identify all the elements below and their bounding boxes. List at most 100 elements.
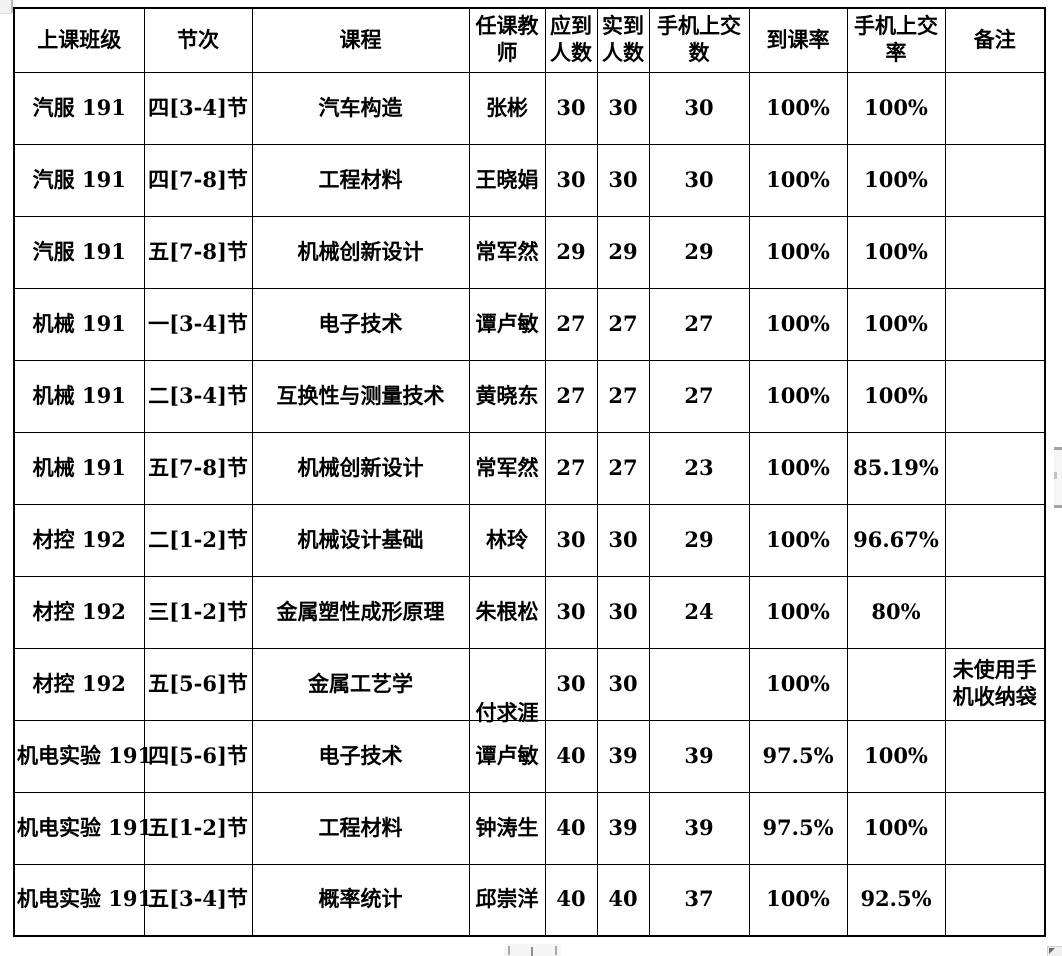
cell-teacher: 张彬 bbox=[468, 71, 546, 145]
cell-attendance-rate: 100% bbox=[748, 647, 848, 721]
cell-attendance-rate: 100% bbox=[748, 863, 848, 937]
corner-arrow-icon bbox=[1049, 948, 1055, 954]
cell-text: 100% bbox=[766, 238, 830, 264]
horizontal-scrollbar-thumb[interactable] bbox=[504, 944, 561, 956]
cell-text: 电子技术 bbox=[318, 742, 403, 768]
scroll-corner-widget[interactable] bbox=[0, 0, 13, 14]
cell-phones-submitted: 24 bbox=[648, 575, 750, 649]
cell-attendance-rate: 100% bbox=[748, 287, 848, 361]
cell-expected: 30 bbox=[544, 575, 598, 649]
cell-text: 96.67% bbox=[853, 526, 939, 552]
cell-phone-rate: 100% bbox=[846, 143, 946, 217]
cell-phone-rate: 100% bbox=[846, 287, 946, 361]
column-header-expected: 应到人数 bbox=[544, 7, 598, 73]
cell-remark bbox=[944, 143, 1046, 217]
table-row: 机电实验 191 五[3-4]节 概率统计 邱崇洋 40 40 37 100% 92.5% bbox=[13, 863, 1046, 937]
scroll-corner-button[interactable] bbox=[1047, 946, 1062, 956]
cell-text: 29 bbox=[556, 238, 586, 264]
cell-class-name: 汽服 191 bbox=[13, 143, 145, 217]
cell-remark bbox=[944, 863, 1046, 937]
cell-expected: 27 bbox=[544, 359, 598, 433]
header-row: 上课班级 节次 课程 任课教师 应到人数 实到人数 手机上交数 到课率 手机上交… bbox=[13, 7, 1046, 73]
column-header-remark: 备注 bbox=[944, 7, 1046, 73]
cell-text: 王晓娟 bbox=[475, 166, 539, 192]
cell-text: 100% bbox=[864, 94, 928, 120]
cell-text: 谭卢敏 bbox=[475, 310, 539, 336]
cell-text: 100% bbox=[864, 238, 928, 264]
cell-attendance-rate: 100% bbox=[748, 71, 848, 145]
cell-period: 五[1-2]节 bbox=[143, 791, 253, 865]
cell-text: 五[7-8]节 bbox=[148, 454, 248, 480]
cell-phone-rate: 100% bbox=[846, 719, 946, 793]
cell-text: 30 bbox=[556, 670, 586, 696]
cell-class-name: 汽服 191 bbox=[13, 215, 145, 289]
cell-text: 机械 191 bbox=[32, 454, 126, 480]
cell-period: 二[1-2]节 bbox=[143, 503, 253, 577]
cell-period: 四[5-6]节 bbox=[143, 719, 253, 793]
table-row: 汽服 191 四[3-4]节 汽车构造 张彬 30 30 30 100% 100% bbox=[13, 71, 1046, 145]
cell-text: 工程材料 bbox=[318, 166, 403, 192]
cell-text: 汽服 191 bbox=[32, 94, 126, 120]
cell-expected: 27 bbox=[544, 287, 598, 361]
cell-text: 100% bbox=[864, 382, 928, 408]
cell-attendance-rate: 100% bbox=[748, 575, 848, 649]
cell-text: 机电实验 191 bbox=[17, 886, 153, 912]
cell-text: 27 bbox=[556, 310, 586, 336]
cell-teacher: 黄晓东 bbox=[468, 359, 546, 433]
cell-text: 汽服 191 bbox=[32, 166, 126, 192]
cell-phones-submitted: 39 bbox=[648, 719, 750, 793]
cell-teacher: 常军然 bbox=[468, 431, 546, 505]
cell-actual: 27 bbox=[596, 287, 650, 361]
cell-text: 27 bbox=[556, 382, 586, 408]
cell-text: 40 bbox=[556, 742, 586, 768]
cell-text: 39 bbox=[608, 742, 638, 768]
cell-actual: 30 bbox=[596, 647, 650, 721]
cell-attendance-rate: 100% bbox=[748, 143, 848, 217]
cell-expected: 30 bbox=[544, 647, 598, 721]
cell-course: 汽车构造 bbox=[251, 71, 470, 145]
cell-remark bbox=[944, 431, 1046, 505]
cell-phones-submitted: 27 bbox=[648, 287, 750, 361]
cell-period: 四[3-4]节 bbox=[143, 71, 253, 145]
cell-text: 30 bbox=[556, 598, 586, 624]
column-header-course: 课程 bbox=[251, 7, 470, 73]
cell-text: 30 bbox=[608, 166, 638, 192]
cell-attendance-rate: 97.5% bbox=[748, 719, 848, 793]
cell-class-name: 材控 192 bbox=[13, 503, 145, 577]
cell-expected: 40 bbox=[544, 719, 598, 793]
cell-remark bbox=[944, 503, 1046, 577]
cell-text: 92.5% bbox=[860, 886, 932, 912]
cell-text: 80% bbox=[871, 598, 921, 624]
cell-text: 40 bbox=[556, 886, 586, 912]
cell-text: 30 bbox=[608, 670, 638, 696]
cell-text: 机电实验 191 bbox=[17, 742, 153, 768]
cell-text: 100% bbox=[766, 454, 830, 480]
cell-phone-rate: 92.5% bbox=[846, 863, 946, 937]
table-row: 材控 192 五[5-6]节 金属工艺学 付求涯 30 30 100% 未使用手机收纳袋 bbox=[13, 647, 1046, 725]
cell-remark bbox=[944, 791, 1046, 865]
cell-text: 30 bbox=[684, 94, 714, 120]
cell-phone-rate: 100% bbox=[846, 215, 946, 289]
cell-text: 四[3-4]节 bbox=[148, 94, 248, 120]
cell-text: 材控 192 bbox=[32, 670, 126, 696]
cell-text: 机电实验 191 bbox=[17, 814, 153, 840]
cell-text: 100% bbox=[766, 166, 830, 192]
cell-text: 100% bbox=[766, 670, 830, 696]
cell-text: 30 bbox=[556, 166, 586, 192]
cell-text: 29 bbox=[684, 526, 714, 552]
cell-expected: 29 bbox=[544, 215, 598, 289]
scrollbar-grip bbox=[1054, 472, 1057, 479]
cell-actual: 29 bbox=[596, 215, 650, 289]
cell-actual: 39 bbox=[596, 719, 650, 793]
cell-expected: 30 bbox=[544, 503, 598, 577]
cell-text: 未使用手机收纳袋 bbox=[952, 657, 1037, 709]
attendance-table: 上课班级 节次 课程 任课教师 应到人数 实到人数 手机上交数 到课率 手机上交… bbox=[13, 7, 1046, 937]
vertical-scrollbar-thumb[interactable] bbox=[1054, 447, 1062, 508]
cell-actual: 27 bbox=[596, 359, 650, 433]
cell-text: 四[7-8]节 bbox=[148, 166, 248, 192]
cell-remark: 未使用手机收纳袋 bbox=[944, 647, 1046, 721]
cell-actual: 39 bbox=[596, 791, 650, 865]
cell-period: 五[3-4]节 bbox=[143, 863, 253, 937]
cell-course: 工程材料 bbox=[251, 791, 470, 865]
cell-text: 常军然 bbox=[475, 454, 539, 480]
